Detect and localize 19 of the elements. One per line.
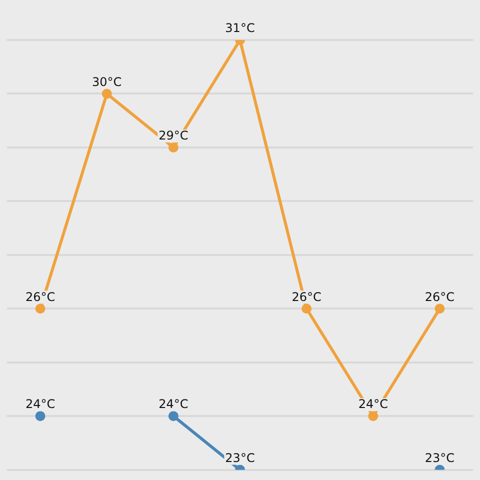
point bbox=[168, 142, 178, 152]
point bbox=[302, 304, 312, 314]
data-label: 30°C bbox=[92, 74, 122, 89]
data-label: 24°C bbox=[158, 397, 188, 412]
data-label: 24°C bbox=[358, 397, 388, 412]
data-label: 23°C bbox=[424, 450, 455, 465]
point bbox=[35, 411, 46, 422]
point bbox=[35, 304, 46, 314]
data-label: 26°C bbox=[292, 290, 322, 304]
data-label: 31°C bbox=[225, 21, 255, 36]
point bbox=[434, 304, 445, 314]
data-label: 24°C bbox=[25, 397, 56, 412]
data-label: 26°C bbox=[25, 290, 56, 304]
data-label: 26°C bbox=[424, 290, 455, 304]
point bbox=[102, 88, 112, 99]
point bbox=[368, 411, 378, 422]
data-label: 23°C bbox=[225, 450, 255, 465]
point bbox=[168, 411, 178, 422]
data-label: 29°C bbox=[158, 128, 188, 143]
